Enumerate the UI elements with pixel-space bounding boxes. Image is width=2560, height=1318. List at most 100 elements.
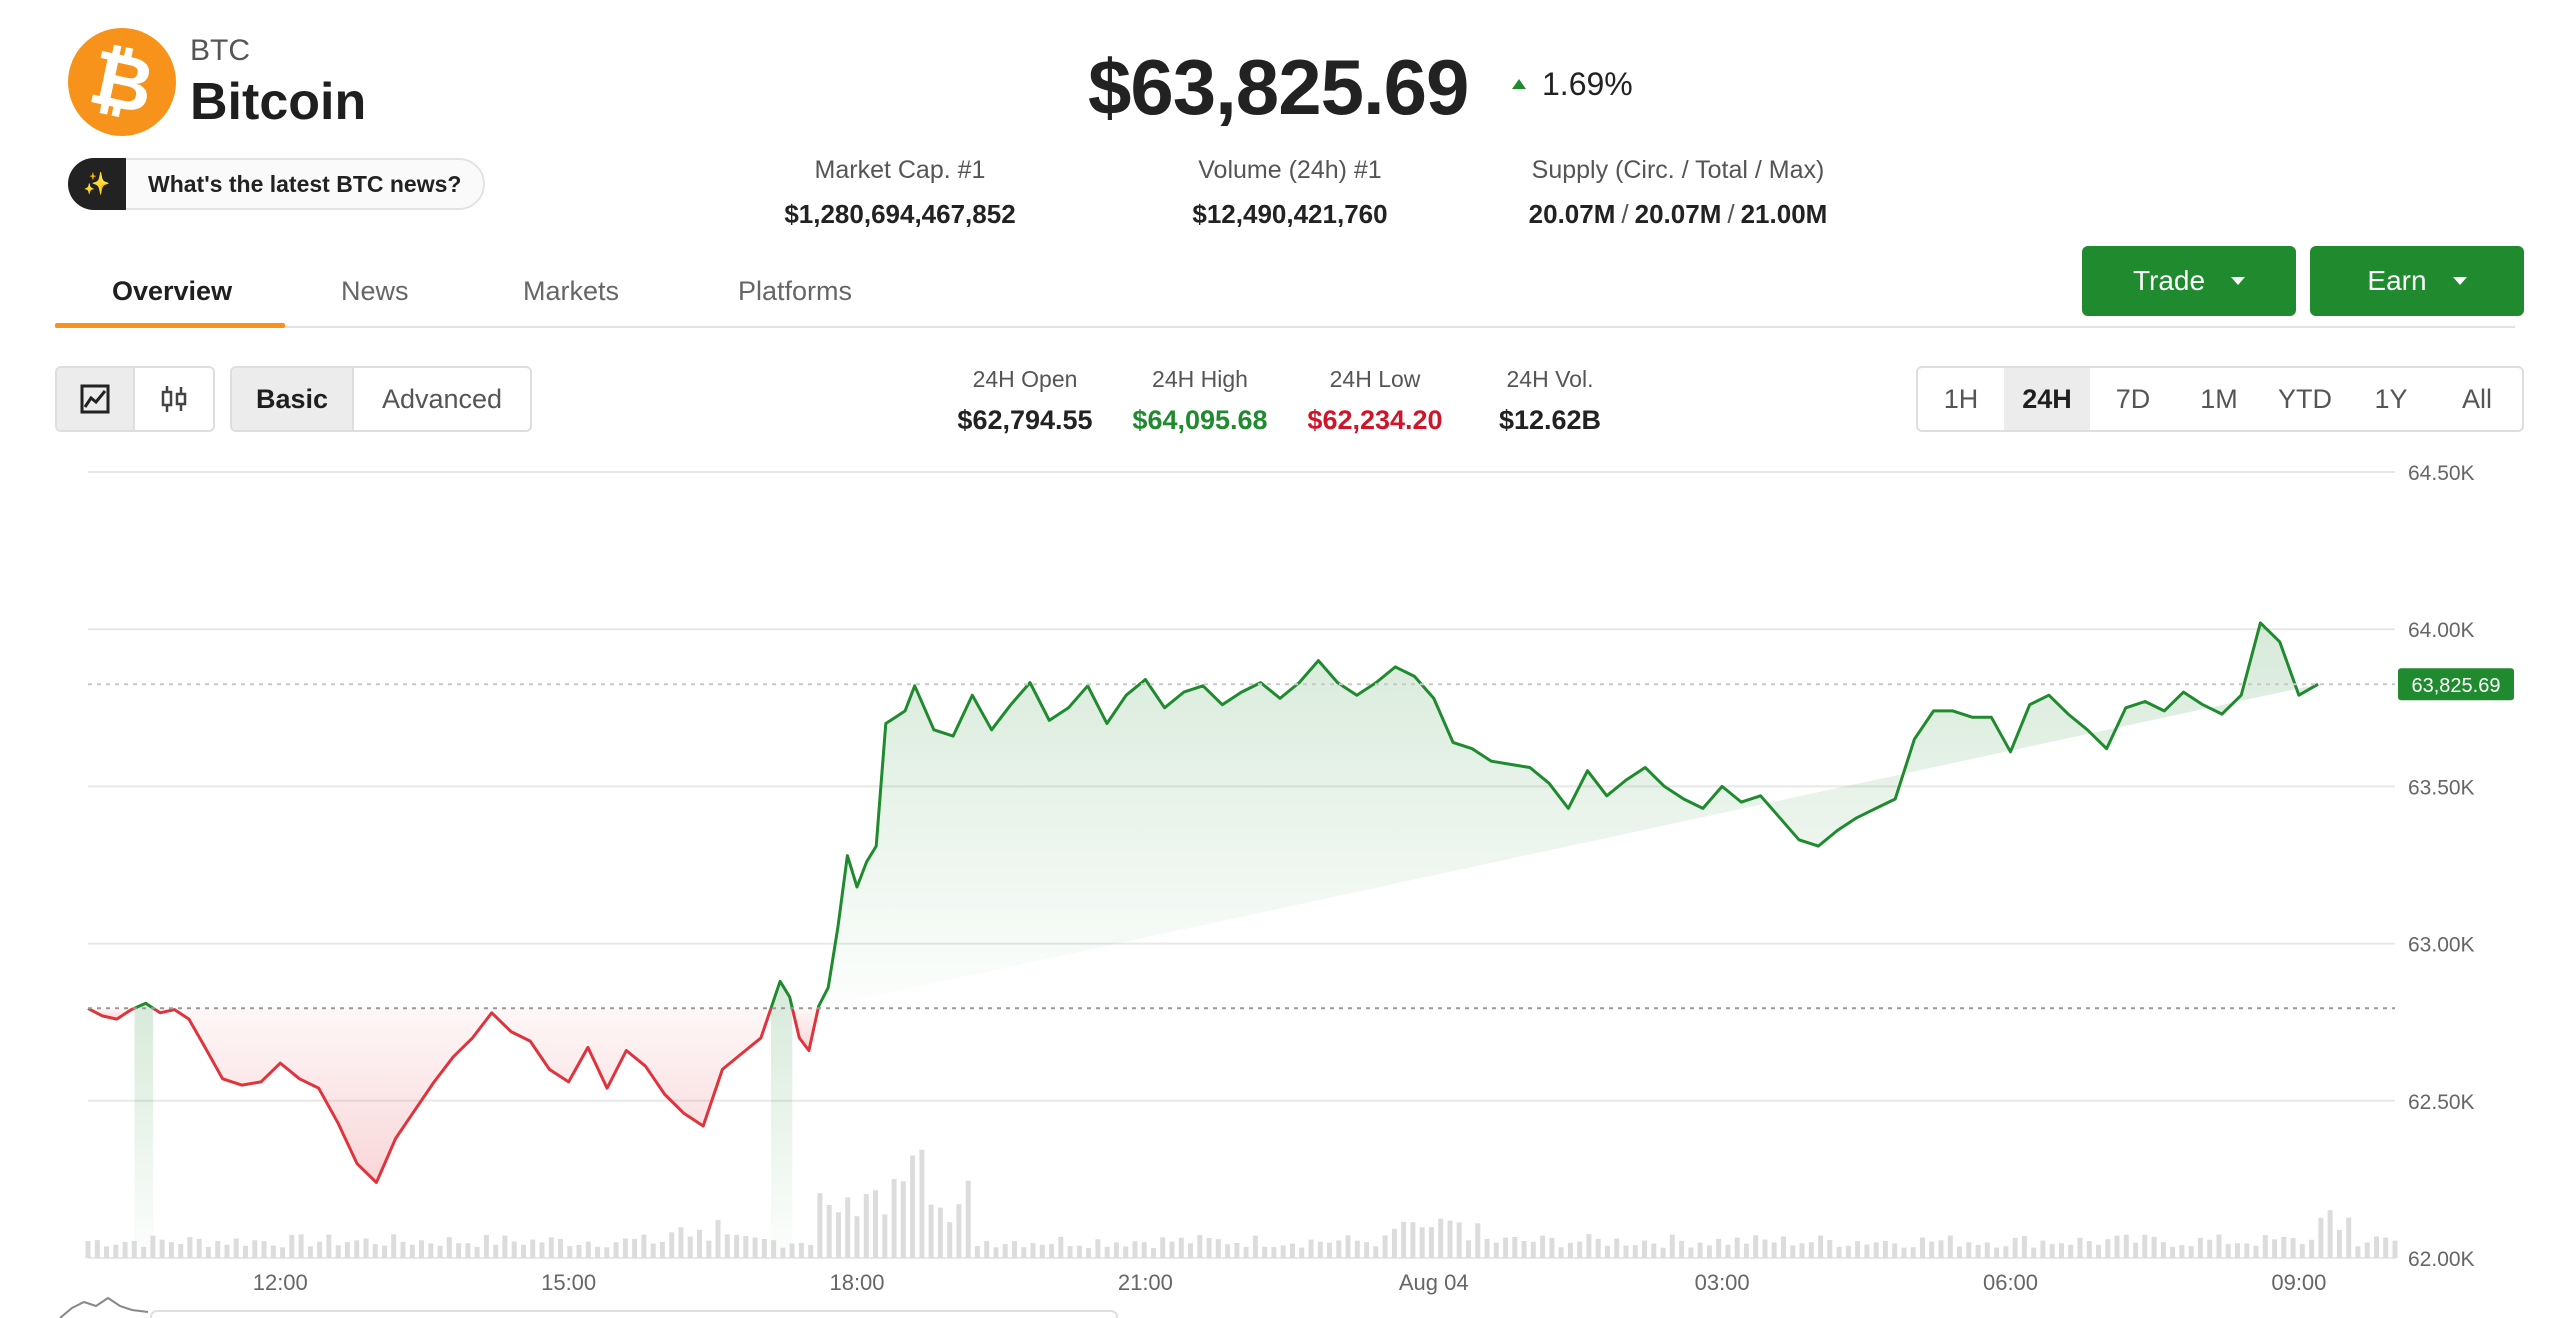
candlestick-icon[interactable] [135,368,213,430]
line-chart-icon[interactable] [57,368,135,430]
volume-bar [1957,1246,1962,1258]
x-tick-label: 21:00 [1118,1270,1173,1295]
price-area-down [792,1008,819,1051]
volume-bar [1762,1239,1768,1258]
volume-bar [1651,1243,1657,1258]
volume-bar [280,1247,286,1258]
volume-bar [511,1241,517,1258]
volume-bar [2049,1244,2055,1258]
range-7d[interactable]: 7D [2115,383,2151,414]
tab-platforms[interactable]: Platforms [738,276,853,306]
volume-bar [196,1238,202,1258]
volume-bar [344,1242,350,1258]
volume-bar [558,1238,563,1258]
volume-bar [474,1246,480,1258]
volume-bar [1929,1241,1935,1258]
volume-bar [2012,1237,2018,1258]
volume-bar [771,1240,777,1258]
volume-bar [1679,1240,1685,1258]
volume-bar [2299,1244,2305,1258]
mode-basic[interactable]: Basic [232,368,354,430]
volume-stat: Volume (24h) #1 $12,490,421,760 [1160,156,1420,230]
volume-bar [1521,1241,1527,1258]
chart-range-scrollbar[interactable] [150,1310,1118,1318]
range-all[interactable]: All [2461,383,2492,414]
price-line-up [816,621,2319,1009]
volume-bar [168,1242,174,1258]
supply-total: 20.07M [1634,199,1722,229]
volume-bar [1530,1241,1536,1258]
volume-bar [205,1246,211,1258]
volume-bar [298,1234,304,1258]
volume-bar [1577,1241,1583,1258]
volume-bar [261,1241,267,1258]
volume-bar [1614,1238,1620,1258]
volume-bar [1290,1243,1295,1258]
volume-bar [2374,1236,2379,1258]
tab-news[interactable]: News [341,276,409,306]
volume-bar [1567,1242,1573,1258]
volume-bar [289,1234,295,1258]
volume-bar [854,1216,860,1258]
current-price-tag [2398,668,2514,701]
latest-news-button[interactable]: ✨ What's the latest BTC news? [68,158,486,210]
volume-bar [1910,1247,1916,1258]
volume-bar [1725,1244,1731,1258]
x-tick-label: 15:00 [541,1270,596,1295]
volume-bar [1697,1242,1703,1258]
price-chart[interactable]: 64.50K 64.00K 63.50K 63.00K 62.50K 62.00K 12:0… [0,460,2560,1318]
high-stat: 24H High $64,095.68 [1115,366,1285,436]
price-area-down [153,1008,772,1183]
price-change-value: 1.69% [1542,66,1633,102]
volume-bar [1308,1239,1314,1258]
volume-bar [521,1244,526,1258]
volume-bar [1864,1244,1870,1258]
navigator-sparkline [59,1296,149,1318]
mode-advanced[interactable]: Advanced [381,383,503,414]
tab-markets[interactable]: Markets [523,276,620,306]
volume-bar [641,1234,647,1258]
volume-bar [530,1239,536,1258]
volume-bar [2364,1242,2370,1258]
x-tick-label: 06:00 [1983,1270,2038,1295]
volume-bar [1623,1245,1629,1258]
current-price: $63,825.69 [1088,43,1469,131]
range-1m[interactable]: 1M [2200,383,2238,414]
volume-bar [2197,1237,2203,1258]
tab-overview[interactable]: Overview [112,276,233,306]
volume-bar [428,1243,434,1258]
range-ytd[interactable]: YTD [2278,383,2332,414]
volume-bar [595,1246,601,1258]
earn-button[interactable]: Earn [2310,246,2524,316]
price-line-down [152,1006,773,1184]
volume-bar [1493,1242,1499,1258]
volume-bar [2253,1245,2259,1258]
volume-bar [2179,1245,2185,1258]
volume-bar [1827,1240,1833,1258]
volume-bar [2336,1229,2342,1258]
volume-bar [2123,1234,2129,1258]
volume-bar [252,1240,258,1258]
volume-bar [1586,1234,1592,1258]
volume-bar [502,1235,508,1258]
market-cap-label: Market Cap. #1 [814,156,986,184]
x-tick-label: Aug 04 [1399,1270,1469,1295]
volume-bar [734,1235,740,1258]
supply-label: Supply (Circ. / Total / Max) [1531,156,1825,184]
chevron-down-icon [2452,277,2467,285]
volume-bar [1225,1244,1231,1258]
range-1y[interactable]: 1Y [2374,383,2408,414]
volume-bar [1262,1246,1268,1258]
volume-bar [2114,1235,2120,1258]
volume-bar [493,1244,499,1258]
volume-bar [409,1244,415,1258]
range-24h[interactable]: 24H [2004,368,2090,430]
volume-bar [2309,1239,2315,1258]
range-1h[interactable]: 1H [1943,383,1979,414]
volume-bar [2086,1241,2092,1258]
volume-bar [1169,1241,1175,1258]
volume-bar [94,1240,100,1258]
volume-bar [817,1193,823,1258]
trade-button[interactable]: Trade [2082,246,2296,316]
volume-bar [1558,1247,1564,1258]
